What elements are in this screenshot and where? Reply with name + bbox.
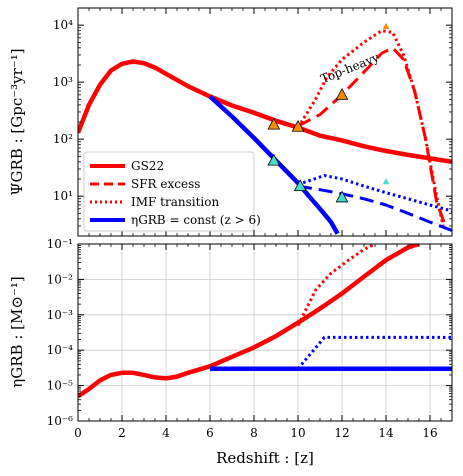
- legend-label-gs22: GS22: [131, 159, 164, 173]
- bottom-y-tick-label: 10⁻²: [47, 272, 74, 286]
- bottom-y-tick-label: 10⁻⁵: [47, 379, 74, 393]
- top-triangle-marker: [267, 153, 281, 166]
- top-series-line-0: [78, 59, 452, 165]
- bottom-panel: 10⁻⁶ 10⁻⁵ 10⁻⁴ 10⁻³ 10⁻² 10⁻¹ 0 2 4 6 8 10 12 14 16 ηG…: [8, 237, 453, 467]
- bottom-x-tick-label: 2: [118, 426, 126, 440]
- bottom-x-tick-label: 10: [290, 426, 305, 440]
- bottom-y-tick-label: 10⁻³: [47, 308, 74, 322]
- bottom-x-tick-label: 8: [250, 426, 258, 440]
- bottom-x-tick-label: 4: [162, 426, 170, 440]
- bottom-y-tick-label: 10⁻⁴: [47, 343, 74, 357]
- bottom-x-tick-label: 16: [422, 426, 437, 440]
- top-series-line-4: [297, 184, 452, 232]
- top-y-tick-label: 10²: [53, 132, 73, 146]
- top-series-line-1: [297, 46, 447, 227]
- bottom-x-tick-label: 12: [334, 426, 349, 440]
- x-axis-label: Redshift : [z]: [216, 449, 314, 467]
- legend: GS22 SFR excess IMF transition ηGRB = co…: [83, 151, 261, 232]
- bottom-y-tick-label: 10⁻¹: [47, 237, 73, 251]
- bottom-series-line-0: [78, 244, 420, 399]
- top-triangle-marker: [335, 87, 349, 100]
- top-y-axis-label: ΨGRB : [Gpc⁻³yr⁻¹]: [8, 48, 26, 195]
- bottom-series-line-1: [296, 244, 376, 327]
- top-annotation: Top-heavy: [319, 50, 382, 86]
- top-triangle-marker: [291, 119, 305, 132]
- legend-label-eta-const: ηGRB = const (z > 6): [131, 213, 261, 227]
- top-y-tick-label: 10⁴: [53, 18, 73, 32]
- top-series-line-5: [297, 174, 452, 213]
- bottom-x-tick-label: 14: [378, 426, 394, 440]
- bottom-y-axis-label: ηGRB : [M⊙⁻¹]: [8, 276, 26, 387]
- top-panel: 10¹ 10² 10³ 10⁴ Top-heavy GS22 SFR excess I…: [8, 7, 453, 237]
- bottom-x-tick-label: 0: [74, 426, 82, 440]
- top-y-tick-label: 10¹: [53, 189, 73, 203]
- legend-box: [83, 151, 255, 232]
- top-triangle-marker: [382, 22, 390, 30]
- bottom-series-line-3: [296, 335, 452, 370]
- top-y-tick-label: 10³: [53, 75, 73, 89]
- top-triangle-marker: [293, 179, 307, 192]
- legend-label-sfr-excess: SFR excess: [131, 177, 200, 191]
- top-triangle-marker: [267, 117, 281, 130]
- top-triangle-marker: [382, 178, 390, 185]
- bottom-y-tick-label: 10⁻⁶: [47, 414, 74, 428]
- legend-label-imf-transition: IMF transition: [131, 195, 219, 209]
- top-triangle-marker: [335, 190, 349, 203]
- bottom-plot-frame: [77, 243, 453, 422]
- bottom-x-tick-label: 6: [206, 426, 214, 440]
